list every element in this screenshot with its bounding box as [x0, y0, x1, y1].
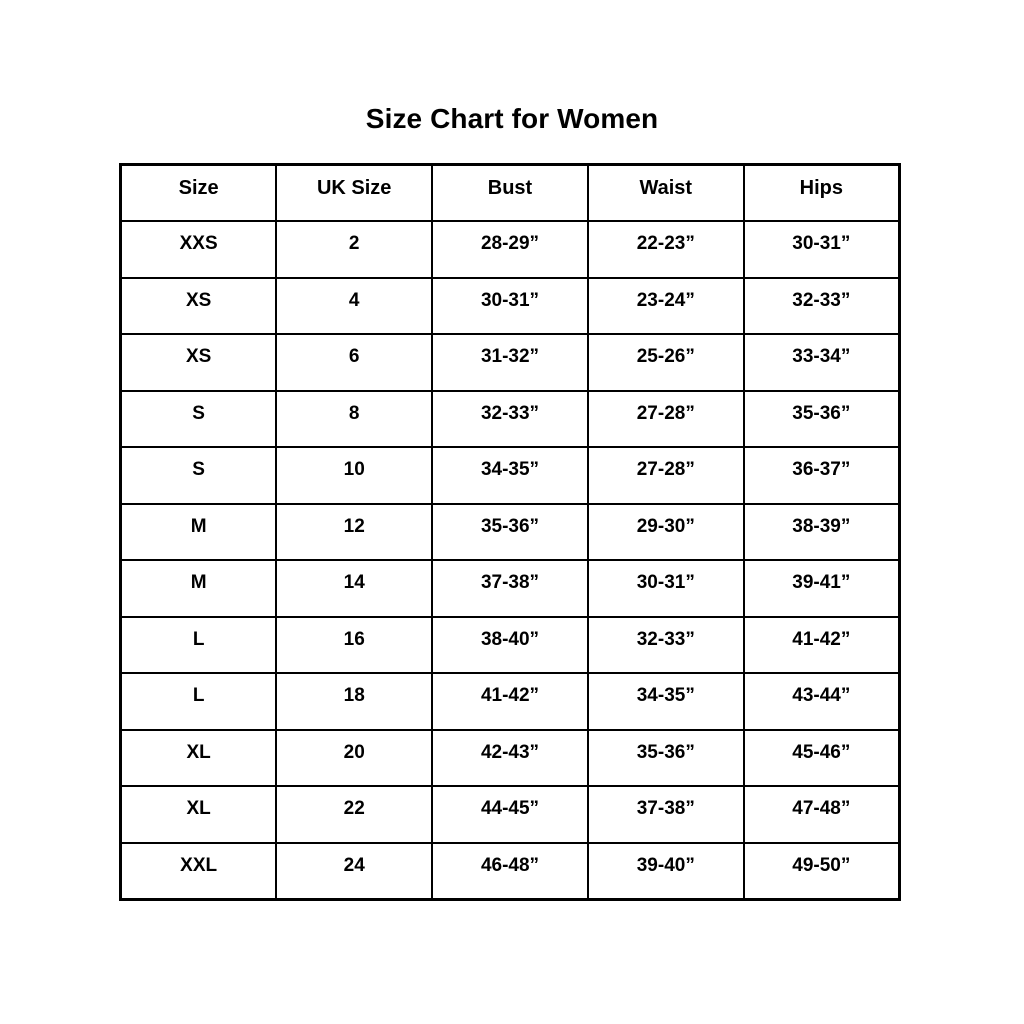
cell-waist: 32-33” — [586, 615, 745, 674]
cell-waist: 35-36” — [586, 728, 745, 787]
cell-hips: 45-46” — [742, 728, 901, 787]
size-table-container: Size UK Size Bust Waist Hips XXS 2 28-29” 22-23… — [119, 163, 901, 901]
cell-bust: 31-32” — [431, 333, 589, 392]
cell-uk-size: 12 — [275, 502, 434, 561]
cell-bust: 32-33” — [431, 389, 589, 448]
cell-waist: 27-28” — [586, 446, 745, 505]
table-row: M 14 37-38” 30-31” 39-41” — [119, 559, 901, 618]
cell-uk-size: 4 — [275, 276, 434, 335]
cell-waist: 34-35” — [586, 672, 745, 731]
size-chart-table: Size UK Size Bust Waist Hips XXS 2 28-29” 22-23… — [119, 163, 901, 901]
cell-bust: 46-48” — [431, 841, 589, 900]
cell-uk-size: 10 — [275, 446, 434, 505]
cell-bust: 37-38” — [431, 559, 589, 618]
cell-uk-size: 16 — [275, 615, 434, 674]
cell-waist: 22-23” — [586, 220, 745, 279]
cell-size: XS — [119, 276, 278, 335]
cell-bust: 44-45” — [431, 785, 589, 844]
cell-bust: 41-42” — [431, 672, 589, 731]
cell-uk-size: 18 — [275, 672, 434, 731]
table-row: XL 22 44-45” 37-38” 47-48” — [119, 785, 901, 844]
table-header: Size UK Size Bust Waist Hips — [119, 163, 901, 222]
cell-bust: 28-29” — [431, 220, 589, 279]
cell-size: L — [119, 672, 278, 731]
table-row: L 18 41-42” 34-35” 43-44” — [119, 672, 901, 731]
table-row: XS 6 31-32” 25-26” 33-34” — [119, 333, 901, 392]
table-row: XS 4 30-31” 23-24” 32-33” — [119, 276, 901, 335]
table-body: XXS 2 28-29” 22-23” 30-31” XS 4 30-31” 23-24” 32-… — [119, 220, 901, 900]
cell-hips: 43-44” — [742, 672, 901, 731]
cell-hips: 39-41” — [742, 559, 901, 618]
cell-size: M — [119, 502, 278, 561]
cell-waist: 23-24” — [586, 276, 745, 335]
cell-waist: 30-31” — [586, 559, 745, 618]
cell-uk-size: 6 — [275, 333, 434, 392]
cell-size: S — [119, 446, 278, 505]
cell-uk-size: 14 — [275, 559, 434, 618]
cell-uk-size: 20 — [275, 728, 434, 787]
cell-hips: 38-39” — [742, 502, 901, 561]
cell-hips: 30-31” — [742, 220, 901, 279]
cell-hips: 49-50” — [742, 841, 901, 900]
table-row: XXS 2 28-29” 22-23” 30-31” — [119, 220, 901, 279]
page-title: Size Chart for Women — [365, 103, 659, 134]
cell-hips: 33-34” — [742, 333, 901, 392]
cell-hips: 47-48” — [742, 785, 901, 844]
cell-hips: 32-33” — [742, 276, 901, 335]
cell-uk-size: 2 — [275, 220, 434, 279]
cell-size: XL — [119, 728, 278, 787]
cell-waist: 37-38” — [586, 785, 745, 844]
cell-bust: 30-31” — [431, 276, 589, 335]
table-row: L 16 38-40” 32-33” 41-42” — [119, 615, 901, 674]
column-header-waist: Waist — [586, 163, 745, 222]
table-header-row: Size UK Size Bust Waist Hips — [119, 163, 901, 222]
cell-hips: 41-42” — [742, 615, 901, 674]
column-header-hips: Hips — [742, 163, 901, 222]
cell-hips: 35-36” — [742, 389, 901, 448]
cell-size: XXS — [119, 220, 278, 279]
table-row: S 10 34-35” 27-28” 36-37” — [119, 446, 901, 505]
cell-size: XS — [119, 333, 278, 392]
cell-bust: 42-43” — [431, 728, 589, 787]
cell-waist: 25-26” — [586, 333, 745, 392]
cell-bust: 34-35” — [431, 446, 589, 505]
cell-size: M — [119, 559, 278, 618]
cell-waist: 29-30” — [586, 502, 745, 561]
table-row: M 12 35-36” 29-30” 38-39” — [119, 502, 901, 561]
table-row: XXL 24 46-48” 39-40” 49-50” — [119, 841, 901, 900]
cell-waist: 39-40” — [586, 841, 745, 900]
cell-bust: 35-36” — [431, 502, 589, 561]
cell-waist: 27-28” — [586, 389, 745, 448]
cell-uk-size: 8 — [275, 389, 434, 448]
table-row: XL 20 42-43” 35-36” 45-46” — [119, 728, 901, 787]
cell-size: L — [119, 615, 278, 674]
cell-uk-size: 24 — [275, 841, 434, 900]
cell-size: S — [119, 389, 278, 448]
table-row: S 8 32-33” 27-28” 35-36” — [119, 389, 901, 448]
cell-uk-size: 22 — [275, 785, 434, 844]
cell-size: XL — [119, 785, 278, 844]
cell-bust: 38-40” — [431, 615, 589, 674]
column-header-uk-size: UK Size — [275, 163, 434, 222]
cell-hips: 36-37” — [742, 446, 901, 505]
column-header-bust: Bust — [431, 163, 589, 222]
cell-size: XXL — [119, 841, 278, 900]
column-header-size: Size — [119, 163, 278, 222]
